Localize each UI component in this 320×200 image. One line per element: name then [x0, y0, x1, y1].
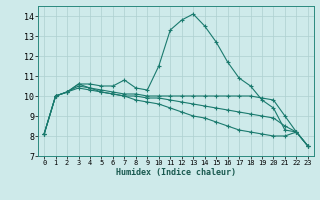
- X-axis label: Humidex (Indice chaleur): Humidex (Indice chaleur): [116, 168, 236, 177]
